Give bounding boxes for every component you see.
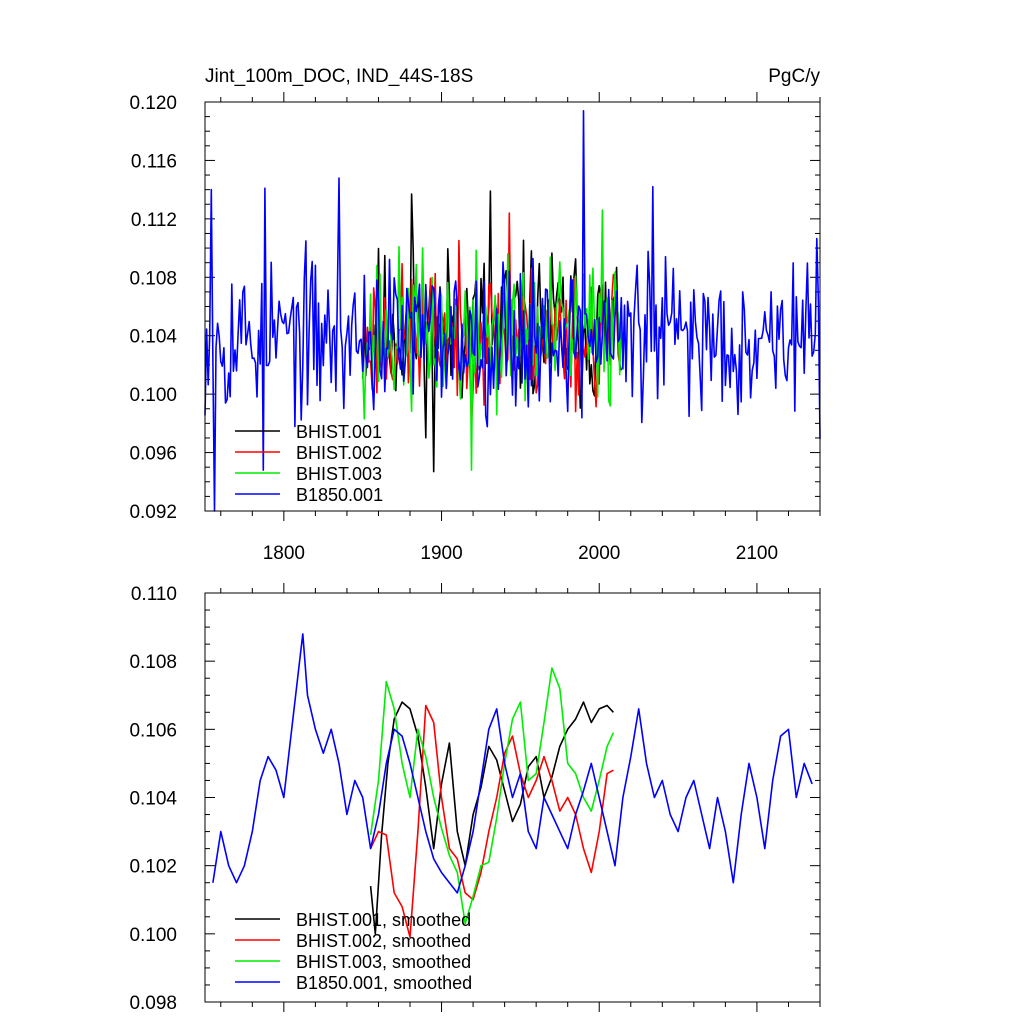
chart-top-ticks: 0.092 0.096 0.100 0.104 0.108 0.112 0.116 0.120… [129,92,821,564]
series-line-3 [212,633,813,894]
chart-top-frame [204,101,821,512]
x-tick-label: 2100 [736,543,778,564]
x-tick-label: 1800 [263,543,305,564]
series-line-3 [204,110,821,512]
legend-label-2: BHIST.003, smoothed [296,952,471,972]
y-tick-label: 0.102 [129,857,177,878]
y-tick-label: 0.110 [131,584,177,605]
legend-label-3: B1850.001, smoothed [296,973,472,993]
legend-label-2: BHIST.003 [296,464,382,484]
legend-label-3: B1850.001 [296,485,383,505]
y-tick-label: 0.100 [129,925,177,946]
series-line-2 [369,667,615,925]
series-line-1 [369,704,614,938]
y-tick-label: 0.100 [129,385,177,406]
chart-bottom-lines [212,633,813,938]
y-tick-label: 0.112 [131,210,177,231]
chart-top: Jint_100m_DOC, IND_44S-18S PgC/y 0.0920.… [129,66,821,564]
y-tick-label: 0.120 [129,93,177,114]
legend-label-1: BHIST.002 [296,443,382,463]
legend-label-0: BHIST.001, smoothed [296,910,471,930]
chart-bottom-ticks: 0.098 0.100 0.102 0.104 0.106 0.108 0.110 [129,583,821,1014]
y-tick-label: 0.098 [129,993,177,1014]
y-tick-label: 0.092 [129,502,177,523]
y-tick-label: 0.106 [129,720,177,741]
y-tick-label: 0.108 [129,268,177,289]
x-tick-label: 1900 [420,543,462,564]
y-tick-label: 0.104 [129,327,177,348]
legend-label-1: BHIST.002, smoothed [296,931,471,951]
chart-top-title: Jint_100m_DOC, IND_44S-18S [205,66,473,87]
x-tick-label: 2000 [578,543,620,564]
chart-bottom-frame [204,592,821,1003]
chart-top-lines [204,110,821,512]
y-tick-label: 0.104 [129,789,177,810]
y-tick-label: 0.096 [129,444,177,465]
series-line-0 [369,701,614,935]
legend-label-0: BHIST.001 [296,422,382,442]
y-tick-label: 0.116 [131,151,177,172]
y-tick-label: 0.108 [129,652,177,673]
chart-top-units: PgC/y [768,66,820,87]
chart-bottom: 0.098 0.100 0.102 0.104 0.106 0.108 0.110 BHIS… [129,583,821,1014]
